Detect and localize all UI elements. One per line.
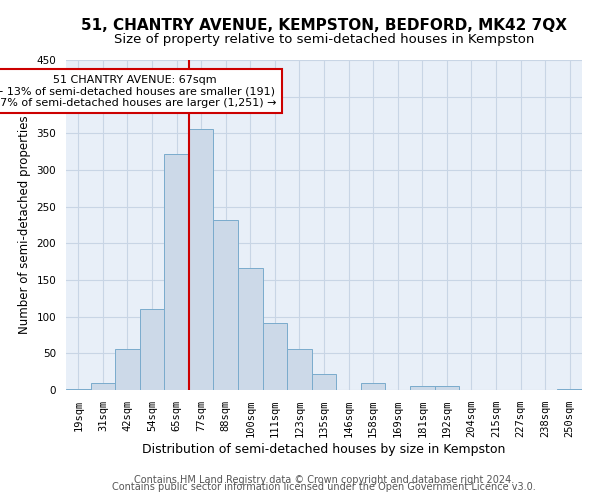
Bar bbox=[140, 310, 164, 390]
Bar bbox=[189, 129, 214, 390]
Bar bbox=[434, 386, 459, 390]
Text: Contains HM Land Registry data © Crown copyright and database right 2024.: Contains HM Land Registry data © Crown c… bbox=[134, 475, 514, 485]
Text: 51, CHANTRY AVENUE, KEMPSTON, BEDFORD, MK42 7QX: 51, CHANTRY AVENUE, KEMPSTON, BEDFORD, M… bbox=[81, 18, 567, 32]
Bar bbox=[287, 349, 312, 390]
Bar bbox=[115, 349, 140, 390]
Y-axis label: Number of semi-detached properties: Number of semi-detached properties bbox=[18, 116, 31, 334]
Bar bbox=[361, 382, 385, 390]
Text: Size of property relative to semi-detached houses in Kempston: Size of property relative to semi-detach… bbox=[114, 32, 534, 46]
Bar bbox=[410, 386, 434, 390]
Bar bbox=[238, 268, 263, 390]
Bar bbox=[66, 388, 91, 390]
Bar bbox=[164, 154, 189, 390]
Text: 51 CHANTRY AVENUE: 67sqm
← 13% of semi-detached houses are smaller (191)
87% of : 51 CHANTRY AVENUE: 67sqm ← 13% of semi-d… bbox=[0, 74, 277, 108]
Bar bbox=[214, 220, 238, 390]
Bar bbox=[263, 324, 287, 390]
Bar bbox=[91, 382, 115, 390]
Bar bbox=[312, 374, 336, 390]
Text: Contains public sector information licensed under the Open Government Licence v3: Contains public sector information licen… bbox=[112, 482, 536, 492]
X-axis label: Distribution of semi-detached houses by size in Kempston: Distribution of semi-detached houses by … bbox=[142, 443, 506, 456]
